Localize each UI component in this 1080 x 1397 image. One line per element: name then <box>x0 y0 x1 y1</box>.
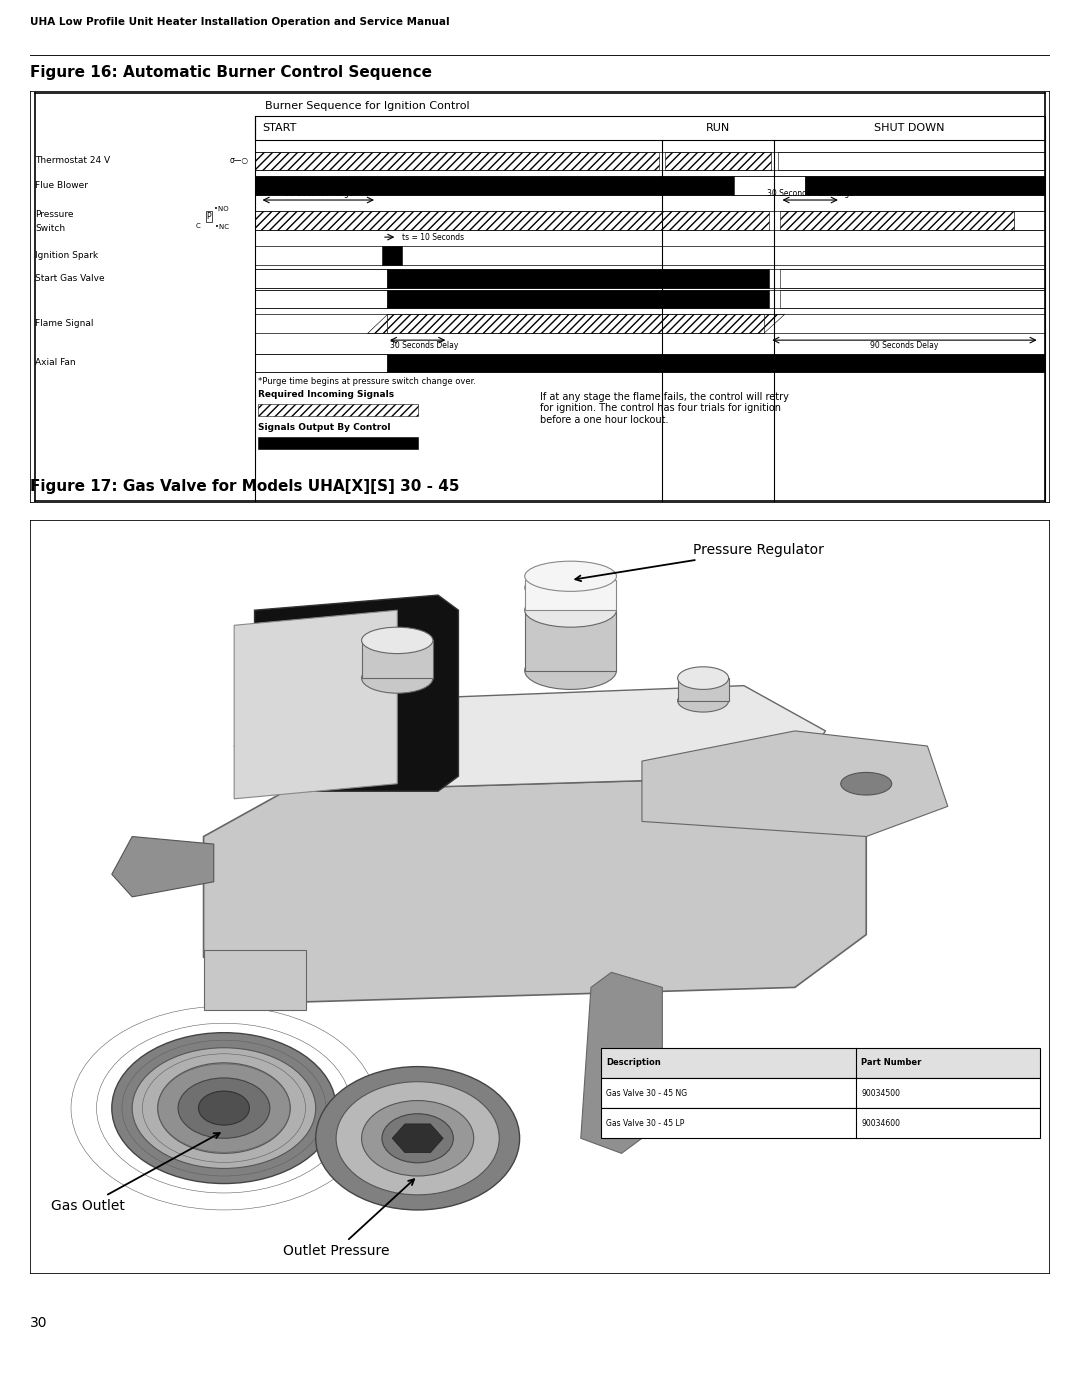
Ellipse shape <box>158 1063 291 1154</box>
Ellipse shape <box>525 562 617 591</box>
Bar <box>258 404 418 416</box>
Text: 90034600: 90034600 <box>861 1119 900 1127</box>
Text: Burner Sequence for Ignition Control: Burner Sequence for Ignition Control <box>265 101 470 112</box>
Bar <box>255 353 387 372</box>
Ellipse shape <box>677 690 729 712</box>
Polygon shape <box>112 837 214 897</box>
Bar <box>1014 211 1044 231</box>
Text: Gas Outlet: Gas Outlet <box>51 1133 219 1213</box>
Bar <box>677 678 729 701</box>
Text: Axial Fan: Axial Fan <box>36 358 76 367</box>
Polygon shape <box>765 314 785 332</box>
Polygon shape <box>581 972 662 1154</box>
Text: Pressure Regulator: Pressure Regulator <box>576 543 824 581</box>
Ellipse shape <box>525 594 617 627</box>
Bar <box>525 580 617 610</box>
Text: Thermostat 24 V: Thermostat 24 V <box>36 156 110 165</box>
Text: Ignition Spark: Ignition Spark <box>36 251 98 260</box>
Bar <box>387 314 765 332</box>
Text: Pressure: Pressure <box>36 210 73 219</box>
Bar <box>258 437 418 450</box>
Bar <box>525 610 617 671</box>
Polygon shape <box>367 314 387 332</box>
Text: Outlet Pressure: Outlet Pressure <box>283 1179 414 1257</box>
Bar <box>387 289 769 309</box>
Ellipse shape <box>397 1125 438 1151</box>
Text: Flame Signal: Flame Signal <box>36 319 94 328</box>
Text: Gas Valve 30 - 45 LP: Gas Valve 30 - 45 LP <box>606 1119 685 1127</box>
Bar <box>602 1108 1040 1139</box>
Bar <box>780 270 1044 288</box>
Text: Figure 16: Automatic Burner Control Sequence: Figure 16: Automatic Burner Control Sequ… <box>30 64 432 80</box>
Bar <box>805 176 1044 194</box>
Text: Gas Valve 30 - 45 NG: Gas Valve 30 - 45 NG <box>606 1088 687 1098</box>
Polygon shape <box>234 686 825 791</box>
Bar <box>733 176 805 194</box>
Ellipse shape <box>336 1081 499 1194</box>
Text: Part Number: Part Number <box>861 1059 921 1067</box>
Ellipse shape <box>362 1101 474 1176</box>
Text: Switch: Switch <box>36 225 66 233</box>
Bar <box>602 1078 1040 1108</box>
Bar <box>387 353 1044 372</box>
Bar <box>255 270 387 288</box>
Text: Flue Blower: Flue Blower <box>36 182 89 190</box>
Bar <box>255 152 659 170</box>
Polygon shape <box>203 777 866 1003</box>
Polygon shape <box>255 595 458 791</box>
Text: ts = 10 Seconds: ts = 10 Seconds <box>403 233 464 242</box>
Ellipse shape <box>132 1048 315 1168</box>
Text: UHA Low Profile Unit Heater Installation Operation and Service Manual: UHA Low Profile Unit Heater Installation… <box>30 17 450 27</box>
Ellipse shape <box>362 627 433 654</box>
Bar <box>780 211 1014 231</box>
Text: •NC: •NC <box>215 224 229 229</box>
Ellipse shape <box>525 651 617 690</box>
Polygon shape <box>234 610 397 799</box>
Ellipse shape <box>525 573 617 602</box>
Text: Signals Output By Control: Signals Output By Control <box>258 422 390 432</box>
Bar <box>387 270 769 288</box>
Text: σ—○: σ—○ <box>230 156 248 165</box>
Polygon shape <box>642 731 948 837</box>
Ellipse shape <box>199 1091 249 1125</box>
Bar <box>255 176 733 194</box>
Bar <box>382 246 403 265</box>
Bar <box>255 289 387 309</box>
Ellipse shape <box>362 664 433 693</box>
Text: Required Incoming Signals: Required Incoming Signals <box>258 390 394 398</box>
Ellipse shape <box>840 773 892 795</box>
Text: SHUT DOWN: SHUT DOWN <box>875 123 945 133</box>
Ellipse shape <box>178 1078 270 1139</box>
Bar <box>255 116 1044 140</box>
Text: START: START <box>262 123 297 133</box>
Text: *Purge time begins at pressure switch change over.: *Purge time begins at pressure switch ch… <box>258 377 475 386</box>
Text: Figure 17: Gas Valve for Models UHA[X][S] 30 - 45: Figure 17: Gas Valve for Models UHA[X][S… <box>30 479 460 495</box>
Text: •NO: •NO <box>215 207 229 212</box>
Text: 30 Seconds Purge*: 30 Seconds Purge* <box>285 189 356 198</box>
Text: If at any stage the flame fails, the control will retry
for ignition. The contro: If at any stage the flame fails, the con… <box>540 391 788 425</box>
Ellipse shape <box>315 1067 519 1210</box>
Text: 90034500: 90034500 <box>861 1088 900 1098</box>
Ellipse shape <box>112 1032 336 1183</box>
Bar <box>602 1048 1040 1078</box>
Text: Description: Description <box>606 1059 661 1067</box>
Bar <box>665 152 771 170</box>
Text: Start Gas Valve: Start Gas Valve <box>36 274 105 282</box>
Text: 30 Seconds Delay: 30 Seconds Delay <box>390 341 459 351</box>
Polygon shape <box>392 1125 443 1153</box>
Bar <box>362 640 433 678</box>
Text: P: P <box>206 212 211 221</box>
Text: 30 Seconds Post Purge: 30 Seconds Post Purge <box>767 189 853 198</box>
Ellipse shape <box>382 1113 454 1162</box>
Ellipse shape <box>677 666 729 690</box>
Text: RUN: RUN <box>706 123 730 133</box>
Bar <box>203 950 306 1010</box>
Bar <box>255 211 769 231</box>
Text: 90 Seconds Delay: 90 Seconds Delay <box>870 341 939 351</box>
Text: 30: 30 <box>30 1316 48 1330</box>
Bar <box>778 152 1044 170</box>
Bar <box>780 289 1044 309</box>
Text: C: C <box>197 222 201 229</box>
